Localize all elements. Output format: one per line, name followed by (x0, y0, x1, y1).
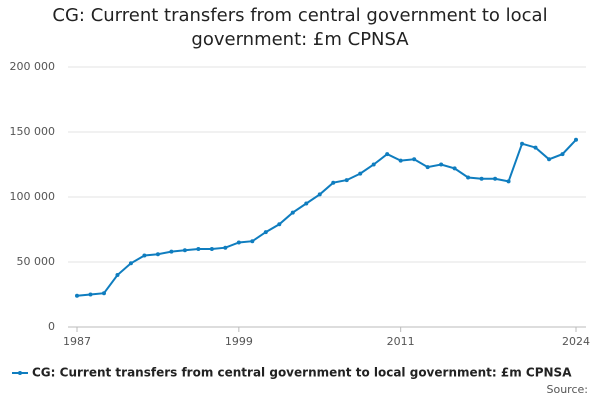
y-tick-label: 0 (48, 320, 55, 333)
data-point (547, 157, 552, 162)
data-point (533, 145, 538, 150)
data-point (209, 247, 214, 251)
legend-marker (18, 371, 22, 375)
data-point (236, 240, 241, 245)
data-point (142, 253, 147, 258)
data-point (277, 222, 282, 227)
data-point (317, 192, 322, 197)
data-point (479, 176, 484, 181)
y-tick-label: 50 000 (17, 255, 56, 268)
y-tick-label: 200 000 (10, 60, 56, 73)
x-tick-label: 1999 (225, 335, 253, 348)
data-point (574, 137, 578, 142)
data-point (385, 152, 390, 157)
data-point (263, 230, 268, 235)
x-tick-label: 2011 (387, 335, 415, 348)
data-point (412, 157, 417, 162)
data-point (75, 293, 79, 298)
data-point (358, 171, 363, 176)
x-tick-label: 1987 (63, 335, 91, 348)
data-point (128, 261, 133, 266)
data-point (371, 162, 376, 167)
data-point (452, 166, 457, 171)
data-point (520, 141, 525, 146)
series-line (76, 139, 577, 297)
data-point (169, 249, 174, 254)
data-point (493, 176, 498, 181)
data-point (101, 291, 106, 296)
data-point (466, 175, 471, 180)
chart-title: CG: Current transfers from central gover… (52, 5, 548, 50)
data-point (182, 248, 187, 253)
x-tick-label: 2024 (562, 335, 590, 348)
y-tick-label: 100 000 (10, 190, 56, 203)
legend-label: CG: Current transfers from central gover… (32, 366, 572, 380)
data-point (115, 273, 120, 277)
data-point (425, 165, 430, 170)
data-point (331, 180, 336, 185)
data-point (439, 162, 444, 167)
data-point (506, 179, 511, 184)
data-point (560, 152, 565, 157)
data-point (155, 252, 160, 257)
source-label: Source: (547, 383, 589, 396)
data-point (223, 245, 228, 250)
data-point (398, 158, 403, 163)
y-tick-label: 150 000 (10, 125, 56, 138)
data-point (304, 201, 309, 206)
data-point (344, 178, 349, 183)
data-point (290, 210, 295, 215)
data-point (250, 239, 255, 244)
data-point (88, 292, 93, 297)
data-point (196, 247, 201, 251)
